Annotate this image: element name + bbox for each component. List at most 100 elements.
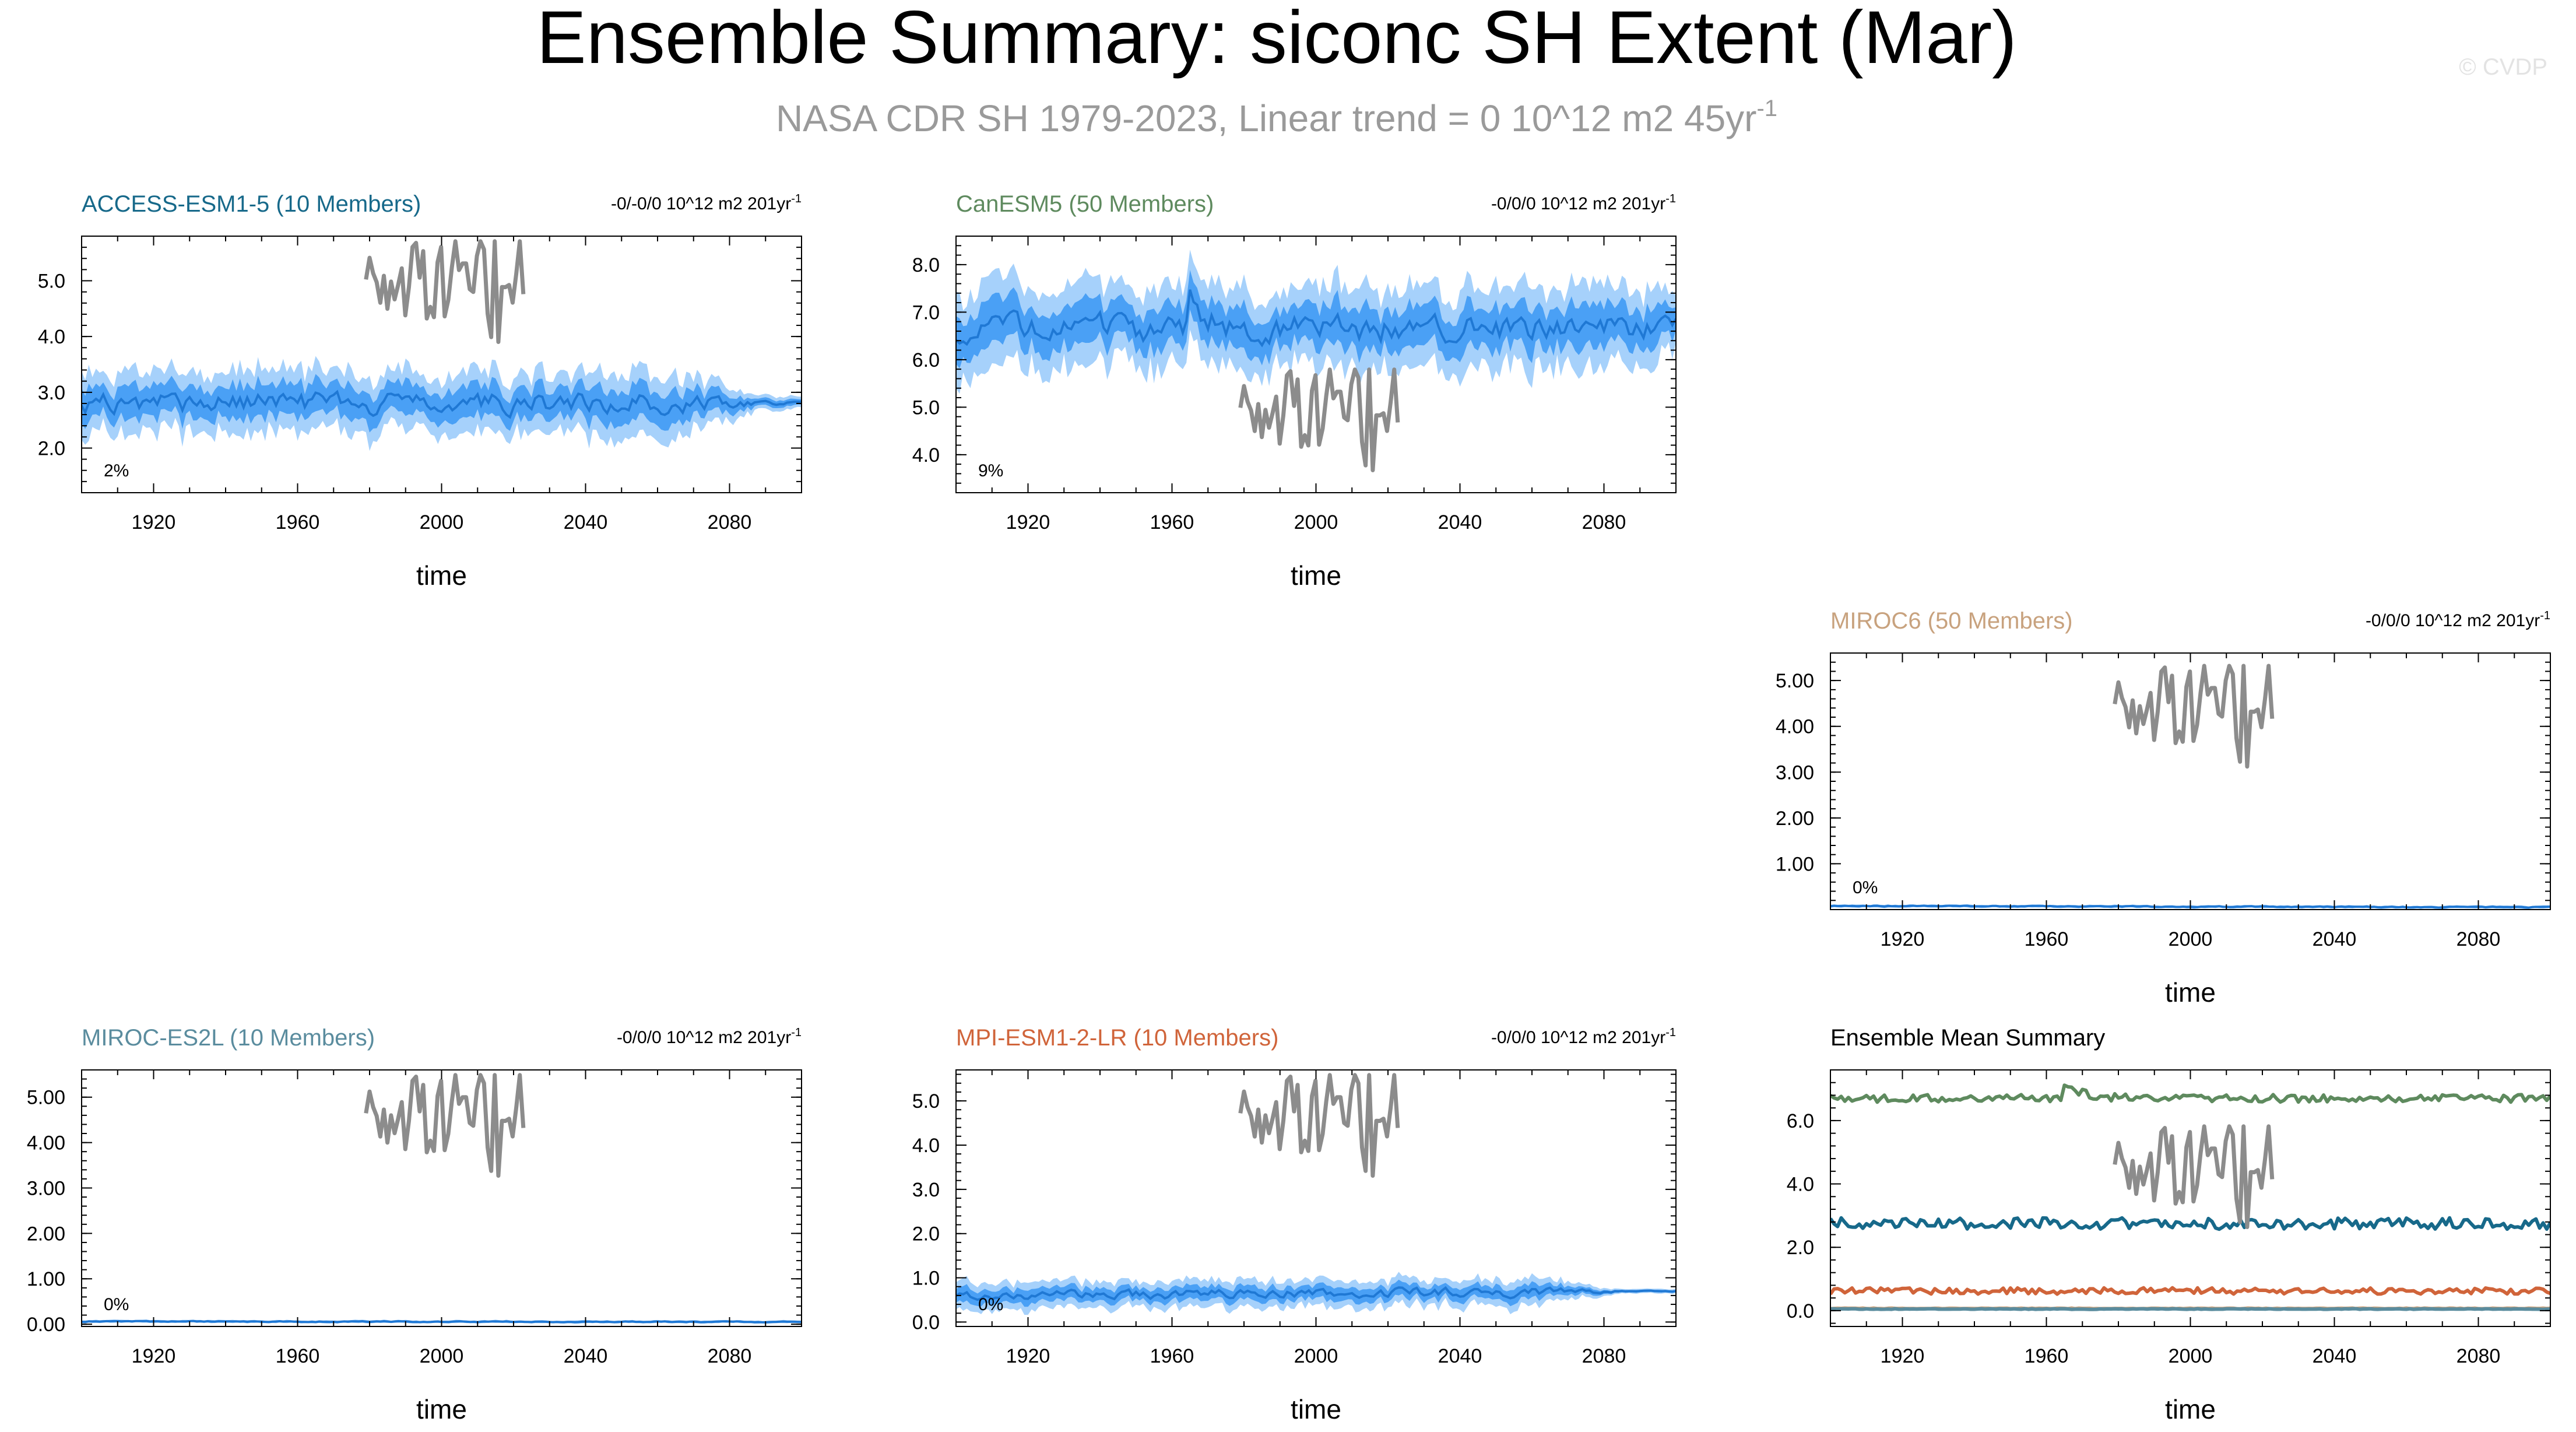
- y-tick-label: 5.0: [912, 1090, 940, 1112]
- watermark: © CVDP: [2459, 54, 2547, 80]
- x-tick-label: 1920: [132, 1345, 176, 1367]
- figure-title: Ensemble Summary: siconc SH Extent (Mar): [536, 0, 2016, 79]
- panel-title: MPI-ESM1-2-LR (10 Members): [956, 1025, 1278, 1051]
- observation-line: [364, 1073, 526, 1178]
- y-tick-label: 4.0: [1787, 1174, 1814, 1196]
- x-tick-label: 2000: [2169, 1345, 2213, 1367]
- percent-label: 2%: [104, 461, 129, 480]
- x-axis-label: time: [416, 560, 467, 591]
- trend-label: -0/-0/0 10^12 m2 201yr-1: [611, 192, 802, 213]
- panel-canesm5: 9% 1920 1960 2000 2040 2080 4.0 5.0 6.0 7.0 8.0 tim…: [912, 191, 1677, 591]
- panel-title: ACCESS-ESM1-5 (10 Members): [82, 191, 421, 217]
- panel-miroc6: 0% 1920 1960 2000 2040 2080 1.00 2.00 3.00 4.00 5.…: [1776, 608, 2551, 1008]
- subtitle-text: NASA CDR SH 1979-2023, Linear trend = 0 …: [776, 97, 1757, 139]
- ensemble-mean-line: [1830, 1083, 2550, 1104]
- y-tick-label: 4.00: [27, 1132, 65, 1154]
- x-tick-label: 2080: [2456, 1345, 2501, 1367]
- observation-line: [2113, 664, 2275, 769]
- ensemble-mean-line: [1830, 1216, 2550, 1231]
- y-tick-label: 2.00: [27, 1223, 65, 1245]
- ensemble-mean-line: [956, 289, 1676, 348]
- y-tick-label: 4.0: [912, 1135, 940, 1157]
- panel-title: Ensemble Mean Summary: [1830, 1025, 2105, 1051]
- y-tick-label: 0.00: [27, 1314, 65, 1336]
- y-tick-label: 5.0: [912, 396, 940, 419]
- y-tick-label: 2.0: [38, 437, 65, 459]
- x-tick-label: 2080: [1582, 511, 1626, 534]
- y-tick-label: 2.0: [1787, 1237, 1814, 1259]
- trend-superscript: -1: [791, 192, 802, 205]
- x-axis-label: time: [2165, 1394, 2216, 1424]
- x-axis-label: time: [1291, 560, 1341, 591]
- panel-title: MIROC6 (50 Members): [1830, 608, 2073, 634]
- y-tick-label: 5.0: [38, 271, 65, 293]
- y-tick-label: 0.0: [912, 1311, 940, 1333]
- x-tick-label: 2000: [1294, 1345, 1338, 1367]
- panel-mpi-esm1-2-lr: 0% 1920 1960 2000 2040 2080 0.0 1.0 2.0 3.0 4.0 5.0…: [912, 1025, 1677, 1424]
- ensemble-spread-band: [956, 1279, 1676, 1307]
- y-tick-label: 3.0: [38, 382, 65, 404]
- y-tick-label: 3.0: [912, 1179, 940, 1201]
- y-tick-label: 5.00: [1776, 670, 1814, 692]
- x-tick-label: 1920: [132, 511, 176, 534]
- x-tick-label: 2000: [1294, 511, 1338, 534]
- x-axis-label: time: [416, 1394, 467, 1424]
- trend-superscript: -1: [1665, 192, 1676, 205]
- x-tick-label: 2040: [564, 1345, 608, 1367]
- trend-text: -0/0/0 10^12 m2 201yr: [2366, 611, 2540, 630]
- y-tick-label: 5.00: [27, 1087, 65, 1109]
- x-tick-label: 1960: [2025, 928, 2069, 950]
- ensemble-mean-line: [1830, 1286, 2550, 1296]
- x-tick-label: 2040: [1438, 1345, 1482, 1367]
- panel-title: MIROC-ES2L (10 Members): [82, 1025, 375, 1051]
- trend-text: -0/0/0 10^12 m2 201yr: [1491, 194, 1665, 213]
- x-tick-label: 1920: [1006, 1345, 1050, 1367]
- panel-ensemble-mean-summary: 1920 1960 2000 2040 2080 0.0 2.0 4.0 6.0 time Ense…: [1787, 1025, 2551, 1424]
- trend-text: -0/-0/0 10^12 m2 201yr: [611, 194, 791, 213]
- y-tick-label: 6.0: [1787, 1110, 1814, 1132]
- plot-area: [82, 356, 802, 451]
- subtitle-superscript: -1: [1756, 96, 1777, 121]
- x-tick-label: 1960: [1150, 511, 1194, 534]
- x-tick-label: 1960: [276, 511, 320, 534]
- x-tick-label: 1960: [276, 1345, 320, 1367]
- y-tick-label: 1.0: [912, 1268, 940, 1290]
- observation-line: [364, 239, 526, 344]
- trend-label: -0/0/0 10^12 m2 201yr-1: [2366, 609, 2550, 630]
- plot-area: [956, 250, 1676, 394]
- trend-superscript: -1: [2540, 609, 2550, 622]
- x-tick-label: 2000: [420, 1345, 464, 1367]
- y-tick-label: 3.00: [27, 1177, 65, 1199]
- x-tick-label: 2000: [420, 511, 464, 534]
- ensemble-mean-line: [956, 1286, 1676, 1301]
- x-tick-label: 1920: [1881, 928, 1925, 950]
- trend-superscript: -1: [791, 1026, 802, 1039]
- x-tick-label: 2040: [564, 511, 608, 534]
- observation-line: [1238, 1073, 1400, 1178]
- y-tick-label: 1.00: [27, 1268, 65, 1290]
- plot-area: [1830, 1083, 2550, 1311]
- trend-label: -0/0/0 10^12 m2 201yr-1: [1491, 192, 1676, 213]
- trend-label: -0/0/0 10^12 m2 201yr-1: [1491, 1026, 1676, 1047]
- trend-text: -0/0/0 10^12 m2 201yr: [1491, 1028, 1665, 1047]
- y-tick-label: 7.0: [912, 301, 940, 324]
- percent-label: 0%: [1853, 878, 1878, 897]
- plot-frame: [1830, 1069, 2551, 1327]
- x-tick-label: 2000: [2169, 928, 2213, 950]
- observation-line: [1238, 367, 1400, 472]
- trend-label: -0/0/0 10^12 m2 201yr-1: [617, 1026, 802, 1047]
- plot-area: [956, 1272, 1676, 1315]
- y-tick-label: 2.0: [912, 1223, 940, 1245]
- panel-access-esm1-5: 2% 1920 1960 2000 2040 2080 2.0 3.0 4.0 5.0 time AC…: [38, 191, 802, 591]
- x-tick-label: 1920: [1881, 1345, 1925, 1367]
- trend-superscript: -1: [1665, 1026, 1676, 1039]
- percent-label: 9%: [978, 461, 1003, 480]
- ensemble-mean-line: [82, 389, 802, 419]
- x-tick-label: 2080: [1582, 1345, 1626, 1367]
- x-axis-label: time: [2165, 977, 2216, 1008]
- x-tick-label: 2040: [2313, 1345, 2357, 1367]
- figure-subtitle: NASA CDR SH 1979-2023, Linear trend = 0 …: [776, 96, 1777, 139]
- x-axis-label: time: [1291, 1394, 1341, 1424]
- y-tick-label: 6.0: [912, 349, 940, 371]
